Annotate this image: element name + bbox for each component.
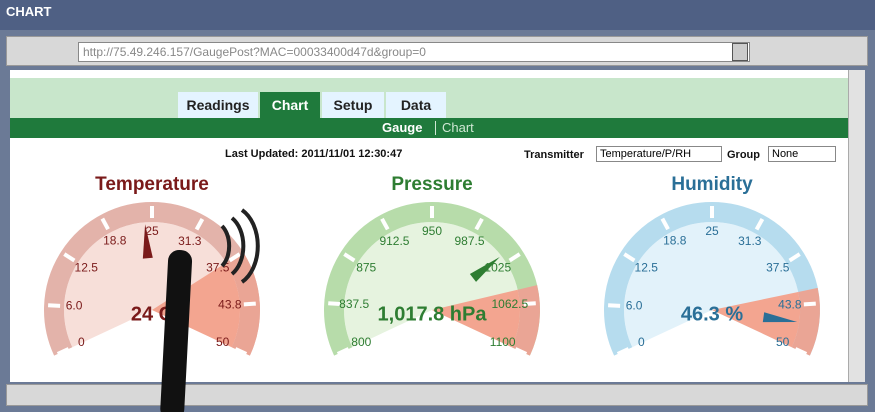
antenna-body	[160, 249, 193, 412]
antenna	[0, 0, 875, 412]
signal-waves	[222, 210, 258, 282]
screen: {"window":{"title":"CHART","url":"http:/…	[0, 0, 875, 412]
